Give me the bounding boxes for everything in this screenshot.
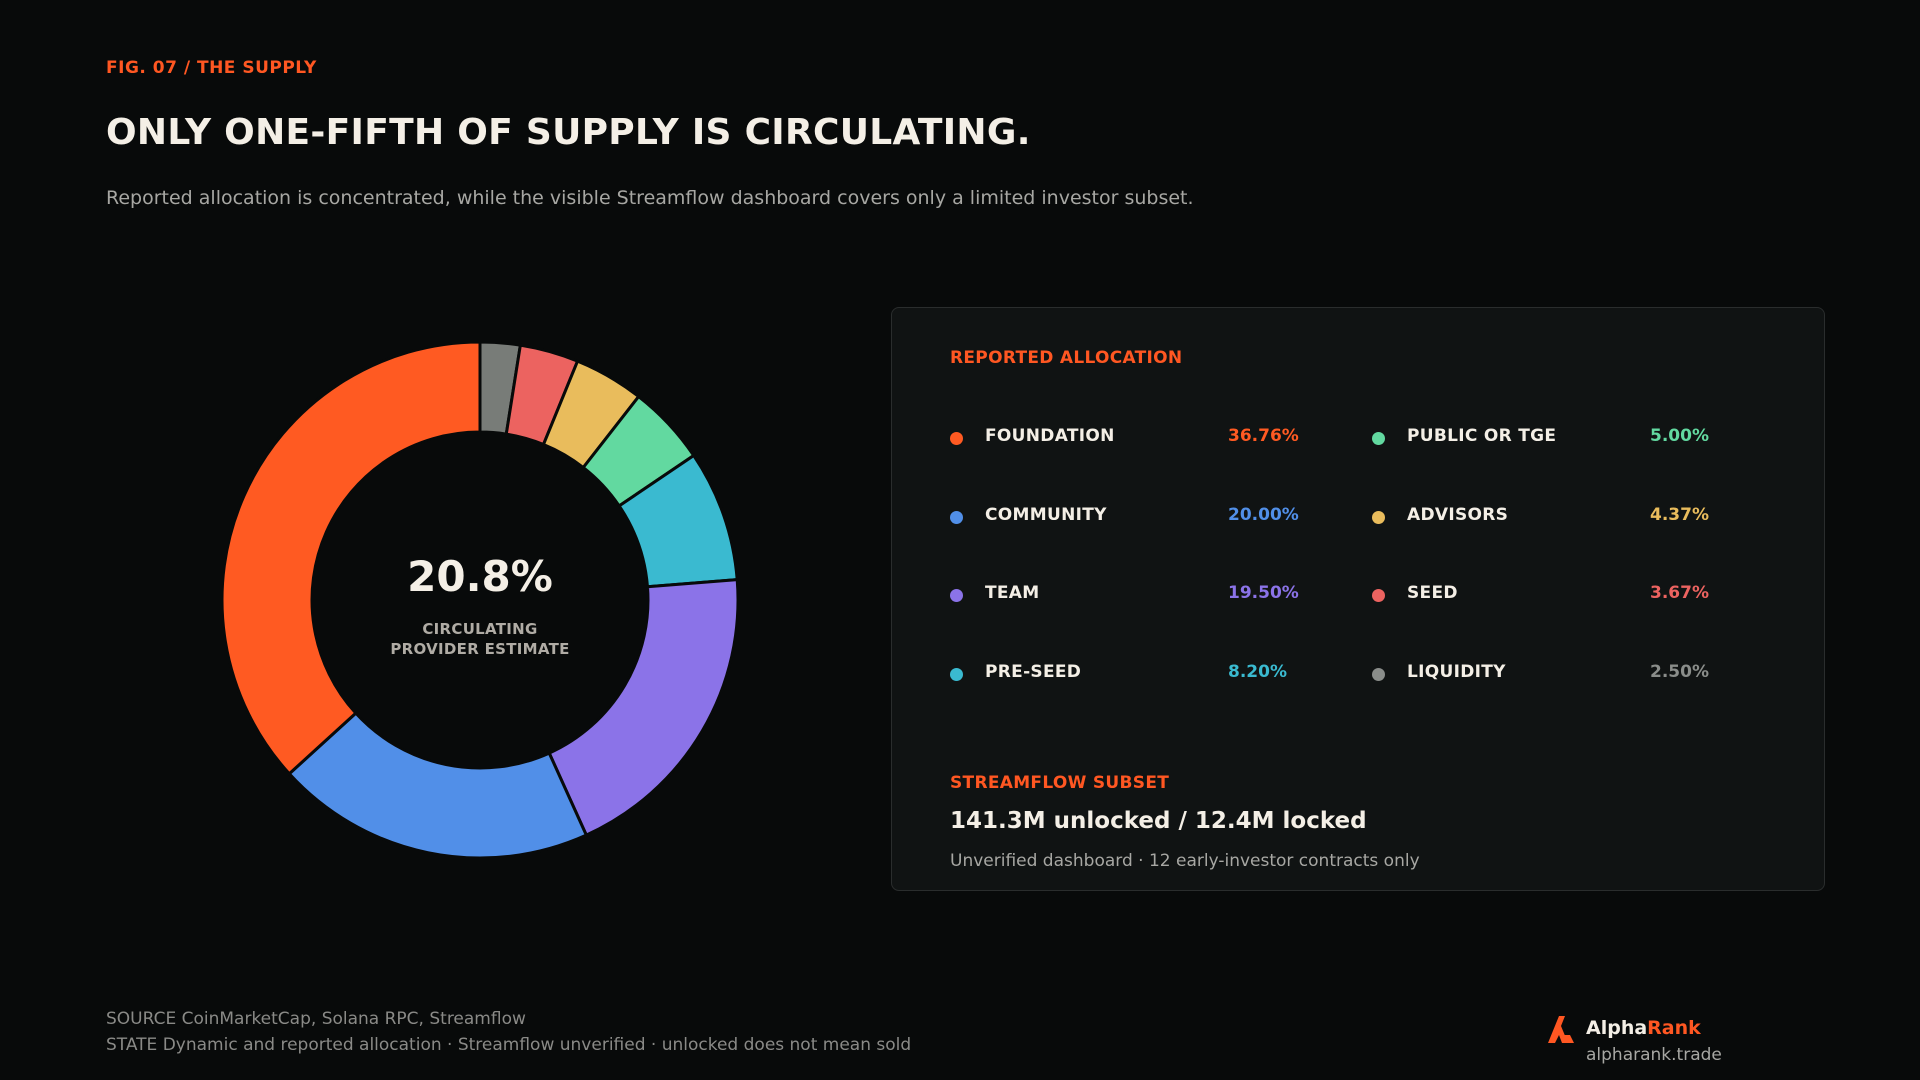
legend-value: 4.37% bbox=[1650, 505, 1709, 525]
legend-value: 3.67% bbox=[1650, 583, 1709, 603]
provider-estimate-label: PROVIDER ESTIMATE bbox=[390, 640, 570, 658]
legend-label: SEED bbox=[1407, 583, 1458, 603]
donut-hole bbox=[313, 433, 647, 767]
legend-dot-icon bbox=[1372, 432, 1385, 445]
legend-label: COMMUNITY bbox=[985, 505, 1107, 525]
legend-label: PRE-SEED bbox=[985, 662, 1082, 682]
legend-label: PUBLIC OR TGE bbox=[1407, 426, 1557, 446]
brand-name: AlphaRank bbox=[1586, 1017, 1701, 1039]
allocation-heading: REPORTED ALLOCATION bbox=[950, 348, 1183, 368]
legend-dot-icon bbox=[950, 432, 963, 445]
circulating-label: CIRCULATING bbox=[422, 620, 538, 638]
circulating-percent: 20.8% bbox=[407, 552, 553, 601]
donut-chart: 20.8% CIRCULATING PROVIDER ESTIMATE bbox=[200, 320, 760, 880]
brand-name-part1: Alpha bbox=[1586, 1017, 1648, 1039]
donut-chart-svg bbox=[220, 340, 740, 860]
legend-label: LIQUIDITY bbox=[1407, 662, 1506, 682]
legend-value: 20.00% bbox=[1228, 505, 1299, 525]
allocation-panel: REPORTED ALLOCATION FOUNDATION 36.76% CO… bbox=[891, 307, 1825, 891]
footer-source: SOURCE CoinMarketCap, Solana RPC, Stream… bbox=[106, 1009, 526, 1029]
streamflow-heading: STREAMFLOW SUBSET bbox=[950, 773, 1170, 793]
footer-state: STATE Dynamic and reported allocation · … bbox=[106, 1035, 912, 1055]
legend-label: ADVISORS bbox=[1407, 505, 1509, 525]
streamflow-value: 141.3M unlocked / 12.4M locked bbox=[950, 808, 1367, 834]
legend-dot-icon bbox=[950, 511, 963, 524]
legend-dot-icon bbox=[950, 668, 963, 681]
legend-value: 36.76% bbox=[1228, 426, 1299, 446]
legend-label: FOUNDATION bbox=[985, 426, 1115, 446]
legend-value: 8.20% bbox=[1228, 662, 1287, 682]
legend-label: TEAM bbox=[985, 583, 1040, 603]
alpharank-logo-icon bbox=[1548, 1016, 1574, 1043]
donut-center: 20.8% CIRCULATING PROVIDER ESTIMATE bbox=[200, 320, 760, 880]
donut-slice-community bbox=[287, 711, 589, 860]
legend-value: 19.50% bbox=[1228, 583, 1299, 603]
legend-dot-icon bbox=[950, 589, 963, 602]
figure-label: FIG. 07 / THE SUPPLY bbox=[106, 58, 317, 78]
page-title: ONLY ONE-FIFTH OF SUPPLY IS CIRCULATING. bbox=[106, 112, 1031, 153]
page-subtitle: Reported allocation is concentrated, whi… bbox=[106, 187, 1194, 209]
donut-slice-foundation bbox=[220, 340, 482, 776]
brand-name-part2: Rank bbox=[1647, 1017, 1701, 1039]
legend-dot-icon bbox=[1372, 511, 1385, 524]
legend-dot-icon bbox=[1372, 589, 1385, 602]
brand-url: alpharank.trade bbox=[1586, 1045, 1722, 1065]
legend-value: 5.00% bbox=[1650, 426, 1709, 446]
legend-value: 2.50% bbox=[1650, 662, 1709, 682]
legend-dot-icon bbox=[1372, 668, 1385, 681]
streamflow-note: Unverified dashboard · 12 early-investor… bbox=[950, 851, 1420, 871]
